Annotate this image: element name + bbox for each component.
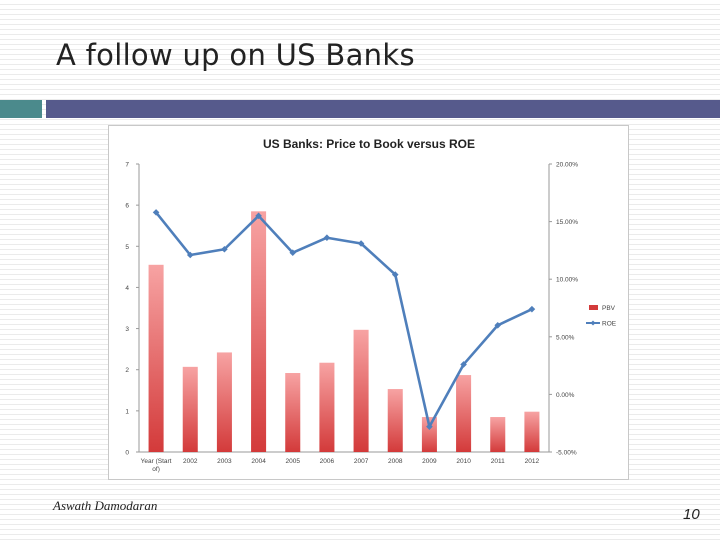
pbv-bar xyxy=(148,264,164,452)
pbv-roe-chart: US Banks: Price to Book versus ROE 0 1 2 3 4… xyxy=(125,137,617,473)
y-right-tick-label: 20.00% xyxy=(556,162,578,169)
roe-point xyxy=(323,234,331,242)
y-left-tick-label: 2 xyxy=(125,367,129,374)
roe-point xyxy=(357,240,365,247)
roe-point xyxy=(391,271,399,278)
pbv-bar xyxy=(285,373,301,452)
pbv-bar xyxy=(182,366,198,452)
pbv-bar xyxy=(387,389,403,452)
pbv-bar xyxy=(524,411,540,452)
pbv-bar xyxy=(421,417,437,452)
y-right-tick-label: 5.00% xyxy=(556,334,575,341)
y-left-tick-label: 6 xyxy=(125,203,129,210)
legend-label-pbv: PBV xyxy=(602,305,616,312)
pbv-bar xyxy=(319,362,335,452)
y-right-tick-label: -5.00% xyxy=(556,450,577,457)
legend-marker-roe xyxy=(590,320,596,326)
x-tick-label: 2009 xyxy=(422,458,437,465)
x-tick-label: 2011 xyxy=(491,458,505,465)
y-right-tick-label: 0.00% xyxy=(556,392,575,399)
page-number: 10 xyxy=(683,506,700,523)
y-right-tick-label: 15.00% xyxy=(556,219,578,226)
pbv-bar xyxy=(353,329,369,452)
roe-point xyxy=(426,423,433,430)
x-tick-label: 2002 xyxy=(183,458,198,465)
x-tick-label: 2007 xyxy=(354,458,369,465)
y-left-tick-label: 5 xyxy=(125,244,129,251)
legend-swatch-pbv xyxy=(589,305,598,310)
roe-point xyxy=(152,209,160,216)
x-tick-label: 2003 xyxy=(217,458,232,465)
roe-point xyxy=(528,305,536,313)
y-right-tick-label: 10.00% xyxy=(556,277,578,284)
x-tick-label: 2004 xyxy=(251,458,266,465)
slide-title: A follow up on US Banks xyxy=(56,38,415,72)
chart-title: US Banks: Price to Book versus ROE xyxy=(263,137,475,151)
roe-point xyxy=(460,361,467,368)
y-left-tick-label: 4 xyxy=(125,285,129,292)
y-left-tick-label: 1 xyxy=(125,408,129,415)
y-left-tick-label: 0 xyxy=(125,450,129,457)
pbv-bar xyxy=(490,417,506,452)
title-accent-bar-navy xyxy=(46,100,720,118)
roe-point xyxy=(255,212,262,220)
x-tick-label: 2006 xyxy=(320,458,335,465)
roe-line xyxy=(155,211,533,428)
pbv-bar xyxy=(456,375,472,452)
x-tick-label: 2012 xyxy=(525,458,540,465)
title-accent-bar-teal xyxy=(0,100,42,118)
x-tick-label: 2010 xyxy=(456,458,471,465)
legend-label-roe: ROE xyxy=(602,321,617,328)
pbv-bar xyxy=(251,211,267,452)
footer-author: Aswath Damodaran xyxy=(53,498,158,513)
roe-point xyxy=(186,251,194,259)
y-left-tick-label: 3 xyxy=(125,326,129,333)
roe-point xyxy=(494,321,502,329)
x-tick-label: 2008 xyxy=(388,458,403,465)
y-left-tick-label: 7 xyxy=(125,162,129,169)
x-tick-label: Year (Start of) xyxy=(141,458,172,473)
chart-container: US Banks: Price to Book versus ROE 0 1 2 3 4… xyxy=(108,125,629,480)
pbv-bar xyxy=(216,352,232,452)
x-tick-label: 2005 xyxy=(286,458,301,465)
